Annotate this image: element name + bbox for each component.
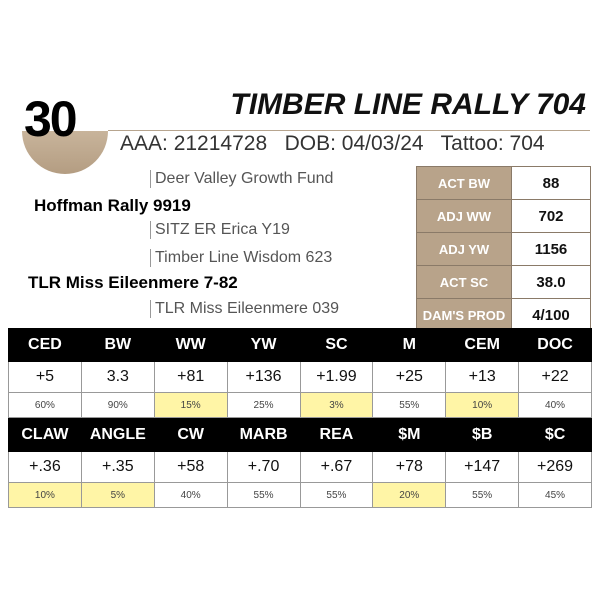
epd-percentile: 40% <box>153 482 228 508</box>
epd-value: +.70 <box>226 451 301 483</box>
performance-value: 4/100 <box>511 298 591 332</box>
epd-table-2: CLAW ANGLE CW MARB REA $M $B $C +.36 +.35 +58 +.70 +… <box>8 418 592 508</box>
performance-label: ACT SC <box>416 265 512 299</box>
epd-value: +25 <box>372 361 447 393</box>
epd-value: +81 <box>153 361 228 393</box>
epd-header: CLAW <box>8 418 82 452</box>
performance-row: ACT SC 38.0 <box>416 265 591 299</box>
epd-value: +13 <box>445 361 520 393</box>
epd-percentile: 25% <box>226 392 301 418</box>
epd-header: CED <box>8 328 82 362</box>
epd-percentile: 55% <box>372 392 447 418</box>
epd-header: MARB <box>226 418 301 452</box>
epd-percentile: 3% <box>299 392 374 418</box>
performance-label: ADJ YW <box>416 232 512 266</box>
epd-header: BW <box>80 328 155 362</box>
epd-percentile: 10% <box>445 392 520 418</box>
performance-table: ACT BW 88 ADJ WW 702 ADJ YW 1156 ACT SC 38.0 DAM… <box>416 166 591 332</box>
sire-dam: SITZ ER Erica Y19 <box>150 221 290 239</box>
epd-header: CEM <box>445 328 520 362</box>
epd-table-1: CED BW WW YW SC M CEM DOC +5 3.3 +81 +136 +1.99 +25 +1… <box>8 328 592 418</box>
epd-header: $C <box>518 418 592 452</box>
epd-header: ANGLE <box>80 418 155 452</box>
epd-value: +22 <box>518 361 592 393</box>
animal-name: TIMBER LINE RALLY 704 <box>230 88 586 121</box>
performance-row: ADJ YW 1156 <box>416 232 591 266</box>
epd-value: +136 <box>226 361 301 393</box>
sire-sire: Deer Valley Growth Fund <box>150 170 333 188</box>
epd-header: CW <box>153 418 228 452</box>
performance-row: DAM'S PROD 4/100 <box>416 298 591 332</box>
epd-value-row: +5 3.3 +81 +136 +1.99 +25 +13 +22 <box>8 361 592 393</box>
performance-label: DAM'S PROD <box>416 298 512 332</box>
performance-label: ACT BW <box>416 166 512 200</box>
epd-value: +.36 <box>8 451 82 483</box>
performance-value: 38.0 <box>511 265 591 299</box>
epd-percentile-row: 10% 5% 40% 55% 55% 20% 55% 45% <box>8 482 592 508</box>
epd-percentile: 20% <box>372 482 447 508</box>
epd-value-row: +.36 +.35 +58 +.70 +.67 +78 +147 +269 <box>8 451 592 483</box>
epd-header: DOC <box>518 328 592 362</box>
epd-value: +.67 <box>299 451 374 483</box>
dam-dam: TLR Miss Eileenmere 039 <box>150 300 339 318</box>
lot-badge <box>22 88 108 174</box>
registration-info: AAA: 21214728 DOB: 04/03/24 Tattoo: 704 <box>120 132 545 155</box>
epd-value: +5 <box>8 361 82 393</box>
dam: TLR Miss Eileenmere 7-82 <box>28 273 238 292</box>
epd-value: +147 <box>445 451 520 483</box>
epd-value: +58 <box>153 451 228 483</box>
performance-row: ACT BW 88 <box>416 166 591 200</box>
epd-value: 3.3 <box>80 361 155 393</box>
epd-header-row: CED BW WW YW SC M CEM DOC <box>8 328 592 362</box>
epd-percentile: 55% <box>299 482 374 508</box>
epd-header: $B <box>445 418 520 452</box>
epd-percentile: 90% <box>80 392 155 418</box>
epd-percentile: 45% <box>518 482 592 508</box>
epd-value: +78 <box>372 451 447 483</box>
epd-percentile-row: 60% 90% 15% 25% 3% 55% 10% 40% <box>8 392 592 418</box>
epd-percentile: 60% <box>8 392 82 418</box>
performance-row: ADJ WW 702 <box>416 199 591 233</box>
sire: Hoffman Rally 9919 <box>34 196 191 215</box>
epd-header: WW <box>153 328 228 362</box>
epd-header: $M <box>372 418 447 452</box>
epd-percentile: 55% <box>445 482 520 508</box>
epd-percentile: 5% <box>80 482 155 508</box>
epd-percentile: 55% <box>226 482 301 508</box>
epd-header-row: CLAW ANGLE CW MARB REA $M $B $C <box>8 418 592 452</box>
performance-value: 88 <box>511 166 591 200</box>
epd-header: SC <box>299 328 374 362</box>
divider <box>108 130 590 131</box>
epd-value: +269 <box>518 451 592 483</box>
epd-header: M <box>372 328 447 362</box>
performance-label: ADJ WW <box>416 199 512 233</box>
dam-sire: Timber Line Wisdom 623 <box>150 249 332 267</box>
epd-percentile: 40% <box>518 392 592 418</box>
epd-header: YW <box>226 328 301 362</box>
lot-number: 30 <box>24 91 78 147</box>
epd-value: +1.99 <box>299 361 374 393</box>
performance-value: 702 <box>511 199 591 233</box>
epd-percentile: 10% <box>8 482 82 508</box>
epd-percentile: 15% <box>153 392 228 418</box>
performance-value: 1156 <box>511 232 591 266</box>
epd-header: REA <box>299 418 374 452</box>
epd-value: +.35 <box>80 451 155 483</box>
